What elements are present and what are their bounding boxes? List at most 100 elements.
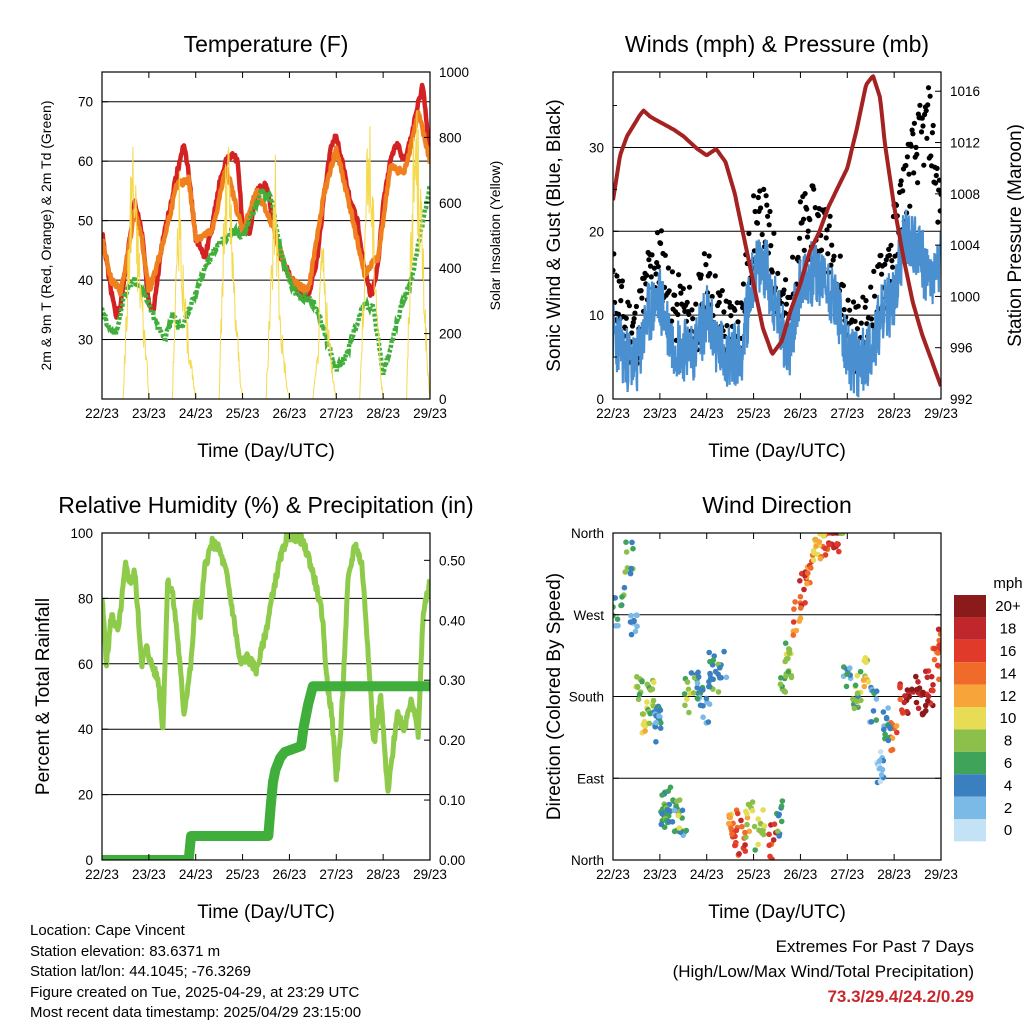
direction-point <box>833 533 840 536</box>
direction-point <box>697 702 704 709</box>
x-tick-label: 29/23 <box>924 867 958 882</box>
direction-point <box>935 650 941 656</box>
direction-point <box>627 570 634 577</box>
temperature-y2label: Solar Insolation (Yellow) <box>487 161 503 311</box>
gust-point <box>932 180 939 186</box>
direction-point <box>873 696 880 702</box>
direction-point <box>760 807 766 813</box>
gust-point <box>630 319 636 326</box>
x-tick-label: 28/23 <box>877 406 911 421</box>
gust-point <box>765 213 771 219</box>
gust-point <box>644 272 650 278</box>
y2-tick-label: 800 <box>439 130 462 145</box>
x-tick-label: 23/23 <box>643 406 677 421</box>
gust-point <box>897 182 904 188</box>
gust-point <box>613 251 617 257</box>
gust-point <box>871 268 877 274</box>
gust-point <box>761 186 767 192</box>
gust-point <box>724 323 730 329</box>
x-tick-label: 29/23 <box>924 406 958 421</box>
gust-point <box>855 303 861 309</box>
direction-point <box>642 728 648 734</box>
direction-point <box>653 739 659 745</box>
y2-tick-label: 600 <box>439 196 462 211</box>
station-elevation: Station elevation: 83.6371 m <box>30 942 221 960</box>
gust-point <box>908 143 914 149</box>
y2-tick-label: 1016 <box>950 84 980 99</box>
gust-point <box>841 307 847 313</box>
series-dewpoint_green <box>102 182 430 376</box>
direction-point <box>736 851 742 857</box>
gust-point <box>693 301 699 307</box>
direction-point <box>860 677 867 683</box>
direction-point <box>706 649 712 656</box>
colorbar-label: 12 <box>1000 688 1017 705</box>
y-tick-label: North <box>571 853 604 868</box>
direction-point <box>667 784 674 791</box>
gust-point <box>898 178 904 184</box>
gust-point <box>828 262 834 268</box>
gust-point <box>858 320 864 326</box>
direction-point <box>805 570 811 576</box>
y2-tick-label: 992 <box>950 392 973 407</box>
gust-point <box>701 251 708 257</box>
gust-point <box>854 326 861 332</box>
extremes-values: 73.3/29.4/24.2/0.29 <box>827 987 974 1006</box>
x-tick-label: 27/23 <box>830 867 864 882</box>
gust-point <box>929 130 936 136</box>
gust-point <box>927 93 933 99</box>
direction-point <box>675 812 681 819</box>
direction-point <box>732 842 738 849</box>
speed-colorbar: mph 20+ 18 16 14 12 10 8 6 4 2 0 <box>954 575 1023 842</box>
direction-point <box>865 679 871 685</box>
direction-point <box>922 702 929 709</box>
series-temp_orange <box>102 109 430 297</box>
direction-point <box>868 719 875 725</box>
y-tick-label: 0 <box>596 392 604 407</box>
direction-point <box>649 686 656 692</box>
direction-point <box>861 657 868 664</box>
direction-point <box>817 555 824 562</box>
x-tick-label: 24/23 <box>690 406 724 421</box>
direction-point <box>797 578 803 584</box>
humidity-ylabel: Percent & Total Rainfall <box>33 598 54 795</box>
direction-point <box>658 821 665 828</box>
gust-point <box>801 247 807 253</box>
series-precipitation <box>102 681 430 860</box>
gust-point <box>728 313 734 319</box>
gust-point <box>703 262 709 268</box>
gust-point <box>915 180 921 186</box>
direction-point <box>613 623 619 629</box>
direction-point <box>919 711 926 718</box>
direction-point <box>897 696 903 703</box>
y-tick-label: 100 <box>70 526 93 541</box>
x-tick-label: 26/23 <box>273 867 307 882</box>
gust-point <box>686 284 693 290</box>
x-tick-label: 28/23 <box>877 867 911 882</box>
direction-point <box>682 702 688 709</box>
gust-point <box>684 299 690 305</box>
gust-point <box>852 318 858 324</box>
direction-point <box>721 648 727 655</box>
direction-point <box>633 612 640 618</box>
direction-point <box>930 687 936 694</box>
gust-point <box>707 270 713 277</box>
direction-point <box>667 808 673 814</box>
gust-point <box>614 273 620 279</box>
gust-point <box>886 246 892 252</box>
y2-tick-label: 0.50 <box>439 553 465 568</box>
x-tick-label: 25/23 <box>737 406 771 421</box>
direction-point <box>628 631 635 638</box>
gust-point <box>734 300 740 306</box>
gust-point <box>757 188 763 194</box>
y2-tick-label: 996 <box>950 341 973 356</box>
direction-point <box>632 628 639 635</box>
direction-point <box>703 695 710 702</box>
direction-point <box>744 810 750 817</box>
gust-point <box>805 228 811 234</box>
direction-point <box>844 671 850 677</box>
direction-point <box>802 600 808 606</box>
direction-point <box>743 834 749 840</box>
gust-point <box>764 202 770 208</box>
direction-point <box>776 833 782 839</box>
